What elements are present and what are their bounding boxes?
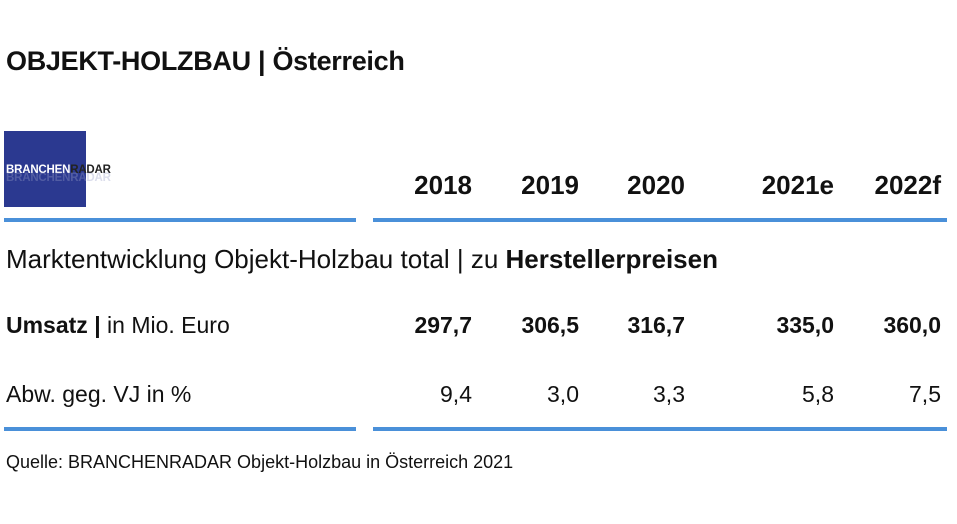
year-header-2022f: 2022f (874, 170, 942, 200)
abw-2020: 3,3 (653, 381, 685, 407)
year-header-2021e: 2021e (761, 170, 834, 200)
table-subtitle: Marktentwicklung Objekt-Holzbau total | … (6, 244, 718, 274)
umsatz-2019: 306,5 (521, 312, 579, 338)
footer-rule-right (373, 427, 947, 431)
header-rule-left (4, 218, 356, 222)
source-note: Quelle: BRANCHENRADAR Objekt-Holzbau in … (6, 452, 514, 472)
umsatz-2022f: 360,0 (883, 312, 941, 338)
header-rule-right (373, 218, 947, 222)
abw-2021e: 5,8 (802, 381, 834, 407)
abw-2019: 3,0 (547, 381, 579, 407)
umsatz-2020: 316,7 (627, 312, 685, 338)
year-header-2020: 2020 (627, 170, 685, 200)
page-title: OBJEKT-HOLZBAU | Österreich (6, 46, 405, 76)
umsatz-2018: 297,7 (414, 312, 472, 338)
branchenradar-logo: BRANCHENRADAR BRANCHENRADAR (4, 131, 111, 207)
logo-reflection: BRANCHENRADAR (6, 172, 111, 184)
footer-rule-left (4, 427, 356, 431)
umsatz-2021e: 335,0 (776, 312, 834, 338)
abw-2018: 9,4 (440, 381, 472, 407)
row-label-umsatz: Umsatz | in Mio. Euro (6, 312, 230, 338)
abw-2022f: 7,5 (909, 381, 941, 407)
logo-text-branchen: BRANCHEN (6, 164, 71, 176)
year-header-2019: 2019 (521, 170, 579, 200)
year-header-2018: 2018 (414, 170, 472, 200)
row-label-abweichung: Abw. geg. VJ in % (6, 381, 192, 407)
logo-text-radar: RADAR (70, 164, 111, 176)
subtitle-emphasis: Herstellerpreisen (505, 244, 718, 274)
